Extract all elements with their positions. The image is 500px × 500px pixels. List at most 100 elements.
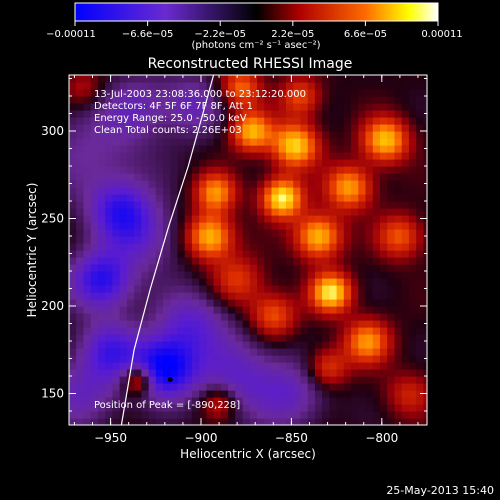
heatmap-cell (249, 215, 258, 223)
heatmap-cell (322, 201, 330, 209)
heatmap-cell (191, 89, 200, 97)
heatmap-cell (163, 145, 171, 153)
heatmap-cell (336, 334, 345, 342)
heatmap-cell (329, 257, 338, 265)
heatmap-cell (257, 292, 265, 300)
heatmap-cell (336, 278, 345, 286)
heatmap-cell (423, 82, 427, 90)
heatmap-cell (235, 390, 244, 398)
heatmap-cell (336, 250, 345, 258)
heatmap-cell (358, 194, 367, 202)
heatmap-cell (220, 376, 229, 384)
heatmap-cell (387, 313, 395, 321)
heatmap-cell (394, 390, 403, 398)
heatmap-cell (300, 397, 309, 405)
heatmap-cell (416, 159, 424, 167)
heatmap-cell (228, 320, 236, 328)
heatmap-cell (322, 250, 330, 258)
heatmap-cell (416, 75, 424, 83)
heatmap-cell (286, 159, 294, 167)
heatmap-cell (112, 75, 121, 83)
heatmap-cell (358, 327, 367, 335)
heatmap-cell (163, 187, 171, 195)
colorbar-tick-label: −0.00011 (46, 29, 96, 40)
heatmap-cell (343, 117, 352, 125)
heatmap-cell (206, 138, 215, 146)
heatmap-cell (271, 411, 280, 419)
heatmap-cell (307, 390, 316, 398)
heatmap-cell (358, 89, 367, 97)
heatmap-cell (257, 82, 265, 90)
heatmap-cell (314, 278, 323, 286)
heatmap-cell (278, 208, 287, 216)
heatmap-cell (358, 376, 367, 384)
heatmap-cell (271, 250, 280, 258)
heatmap-cell (134, 215, 142, 223)
heatmap-cell (105, 341, 113, 349)
heatmap-cell (105, 187, 113, 195)
heatmap-cell (126, 397, 135, 405)
heatmap-cell (155, 278, 164, 286)
heatmap-cell (249, 180, 258, 188)
heatmap-cell (213, 257, 222, 265)
heatmap-cell (264, 383, 273, 391)
heatmap-cell (408, 341, 417, 349)
heatmap-cell (228, 138, 236, 146)
heatmap-cell (351, 376, 359, 384)
heatmap-cell (314, 362, 323, 370)
heatmap-cell (119, 180, 128, 188)
heatmap-cell (105, 369, 113, 377)
heatmap-cell (329, 236, 338, 244)
heatmap-cell (148, 355, 157, 363)
heatmap-cell (343, 348, 352, 356)
heatmap-cell (83, 404, 92, 412)
heatmap-cell (134, 264, 142, 272)
heatmap-cell (170, 215, 179, 223)
heatmap-cell (242, 82, 251, 90)
heatmap-cell (105, 250, 113, 258)
heatmap-cell (278, 187, 287, 195)
heatmap-cell (119, 138, 128, 146)
heatmap-cell (408, 152, 417, 160)
heatmap-cell (163, 404, 171, 412)
heatmap-cell (380, 278, 388, 286)
heatmap-cell (416, 418, 424, 425)
heatmap-cell (69, 334, 77, 342)
heatmap-cell (206, 201, 215, 209)
heatmap-cell (170, 383, 179, 391)
heatmap-cell (134, 243, 142, 251)
heatmap-cell (155, 124, 164, 132)
heatmap-cell (372, 138, 381, 146)
heatmap-cell (90, 194, 99, 202)
heatmap-cell (300, 418, 309, 425)
heatmap-cell (199, 75, 207, 83)
heatmap-cell (401, 96, 410, 104)
heatmap-cell (278, 75, 287, 83)
heatmap-cell (83, 383, 92, 391)
heatmap-cell (69, 292, 77, 300)
heatmap-cell (163, 89, 171, 97)
heatmap-cell (329, 180, 338, 188)
heatmap-cell (271, 292, 280, 300)
heatmap-cell (271, 131, 280, 139)
heatmap-cell (220, 299, 229, 307)
heatmap-cell (155, 138, 164, 146)
heatmap-cell (119, 320, 128, 328)
heatmap-cell (170, 208, 179, 216)
heatmap-cell (213, 278, 222, 286)
heatmap-cell (300, 292, 309, 300)
heatmap-cell (163, 257, 171, 265)
heatmap-cell (278, 110, 287, 118)
heatmap-cell (199, 264, 207, 272)
heatmap-cell (249, 243, 258, 251)
heatmap-cell (293, 229, 301, 237)
heatmap-cell (416, 110, 424, 118)
heatmap-cell (105, 138, 113, 146)
heatmap-cell (170, 299, 179, 307)
heatmap-cell (97, 173, 106, 181)
heatmap-cell (249, 313, 258, 321)
heatmap-cell (307, 222, 316, 230)
heatmap-cell (228, 75, 236, 83)
heatmap-cell (387, 103, 395, 111)
heatmap-cell (271, 278, 280, 286)
